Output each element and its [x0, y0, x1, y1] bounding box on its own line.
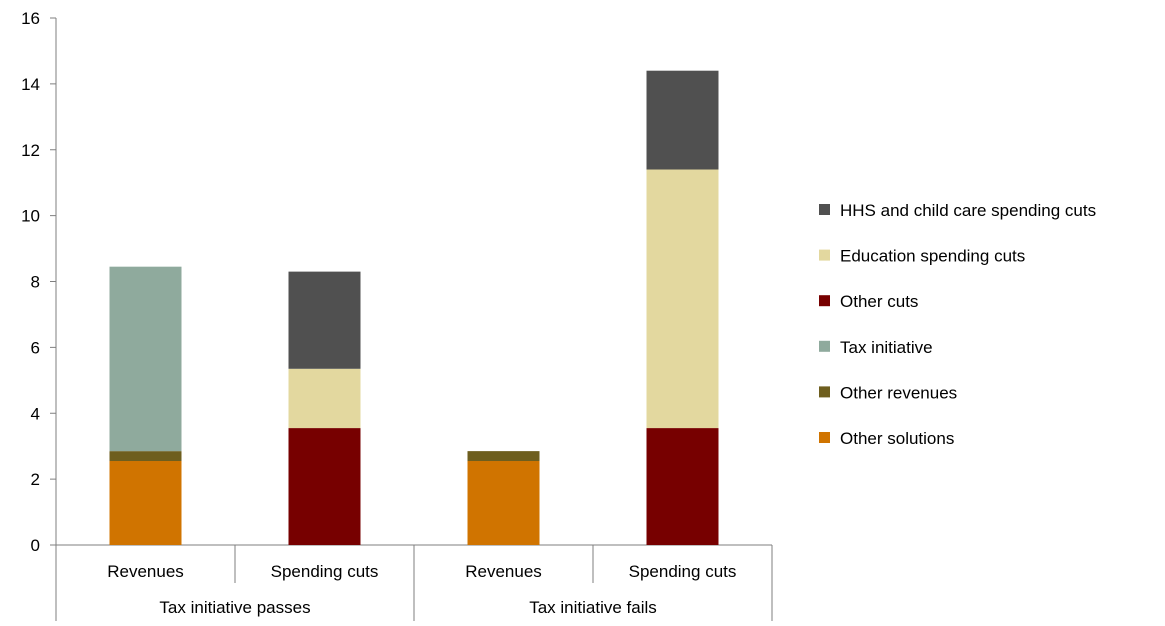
y-tick-label: 0	[31, 536, 40, 555]
y-tick-label: 6	[31, 338, 40, 357]
y-tick-label: 14	[21, 75, 40, 94]
bar-segment-other-revenues	[467, 451, 540, 462]
axis-labels: 0 2 4 6 8 10 12 14 16 Revenues Spending cuts Revenu…	[21, 9, 736, 617]
y-tick-label: 12	[21, 141, 40, 160]
x-group-label: Tax initiative passes	[159, 598, 310, 617]
legend-label: Other revenues	[840, 383, 957, 402]
legend: HHS and child care spending cuts Educatio…	[819, 201, 1096, 448]
legend-label: HHS and child care spending cuts	[840, 201, 1096, 220]
legend-swatch	[819, 204, 830, 215]
x-category-label: Revenues	[465, 562, 542, 581]
y-tick-label: 16	[21, 9, 40, 28]
bar-segment-other-solutions	[109, 461, 182, 545]
x-category-label: Spending cuts	[271, 562, 379, 581]
bars	[109, 70, 719, 545]
legend-swatch	[819, 340, 830, 352]
x-category-label: Revenues	[107, 562, 184, 581]
bar-segment-education-spending-cuts	[288, 368, 361, 429]
y-tick-label: 2	[31, 470, 40, 489]
legend-swatch	[819, 386, 830, 398]
bar-segment-other-cuts	[288, 428, 361, 545]
y-tick-label: 4	[31, 404, 40, 423]
y-tick-label: 10	[21, 207, 40, 226]
legend-label: Other cuts	[840, 292, 918, 311]
legend-swatch	[819, 295, 830, 307]
x-group-label: Tax initiative fails	[529, 598, 657, 617]
bar-segment-education-spending-cuts	[646, 169, 719, 429]
bar-segment-hhs-and-child-care-spending-cuts	[288, 271, 361, 369]
legend-label: Education spending cuts	[840, 247, 1025, 266]
y-tick-label: 8	[31, 273, 40, 292]
legend-swatch	[819, 249, 830, 261]
bar-segment-other-revenues	[109, 451, 182, 462]
legend-swatch	[819, 432, 830, 443]
bar-segment-tax-initiative	[109, 266, 182, 452]
bar-segment-other-solutions	[467, 461, 540, 545]
x-category-label: Spending cuts	[629, 562, 737, 581]
legend-label: Tax initiative	[840, 338, 933, 357]
bar-segment-other-cuts	[646, 428, 719, 545]
bar-segment-hhs-and-child-care-spending-cuts	[646, 70, 719, 170]
legend-label: Other solutions	[840, 429, 954, 448]
